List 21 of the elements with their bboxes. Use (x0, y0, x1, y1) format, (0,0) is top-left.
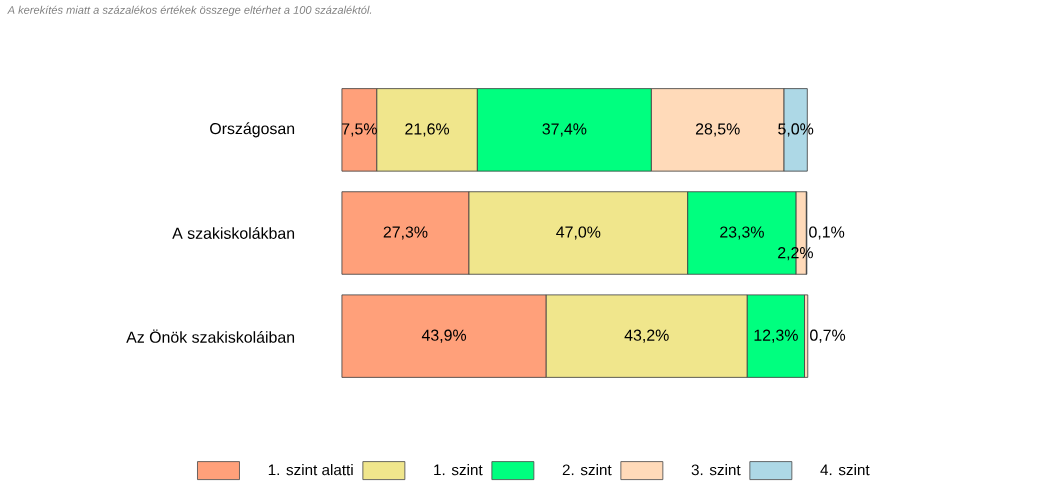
legend-label: 3. szint (691, 464, 741, 476)
data-label: 5,0% (778, 123, 814, 137)
legend-label: 1. szint (434, 464, 483, 476)
legend-label: 2. szint (562, 464, 612, 476)
text: A kerekítés miatt a százalékos értékek összege eltérhet a 100 százaléktól. (7, 5, 372, 17)
data-label: 21,6% (405, 123, 450, 137)
data-label: 43,9% (421, 329, 467, 343)
data-label: 47,0% (556, 226, 601, 240)
data-label: 0,7% (810, 329, 846, 343)
y-tick-label: A szakiskolákban (172, 227, 295, 239)
legend-label: 4. szint (820, 464, 870, 476)
data-label: 37,4% (542, 123, 587, 137)
y-tick-label: Az Önök szakiskoláiban (126, 329, 295, 343)
data-label: 12,3% (754, 329, 798, 343)
data-label: 43,2% (624, 329, 669, 343)
data-label: 23,3% (720, 226, 764, 240)
data-label: 0,1% (809, 226, 845, 240)
data-label: 28,5% (695, 123, 740, 137)
data-label: 27,3% (383, 226, 428, 240)
y-tick-label: Országosan (210, 122, 295, 138)
legend-label: 1. szint alatti (268, 464, 353, 476)
